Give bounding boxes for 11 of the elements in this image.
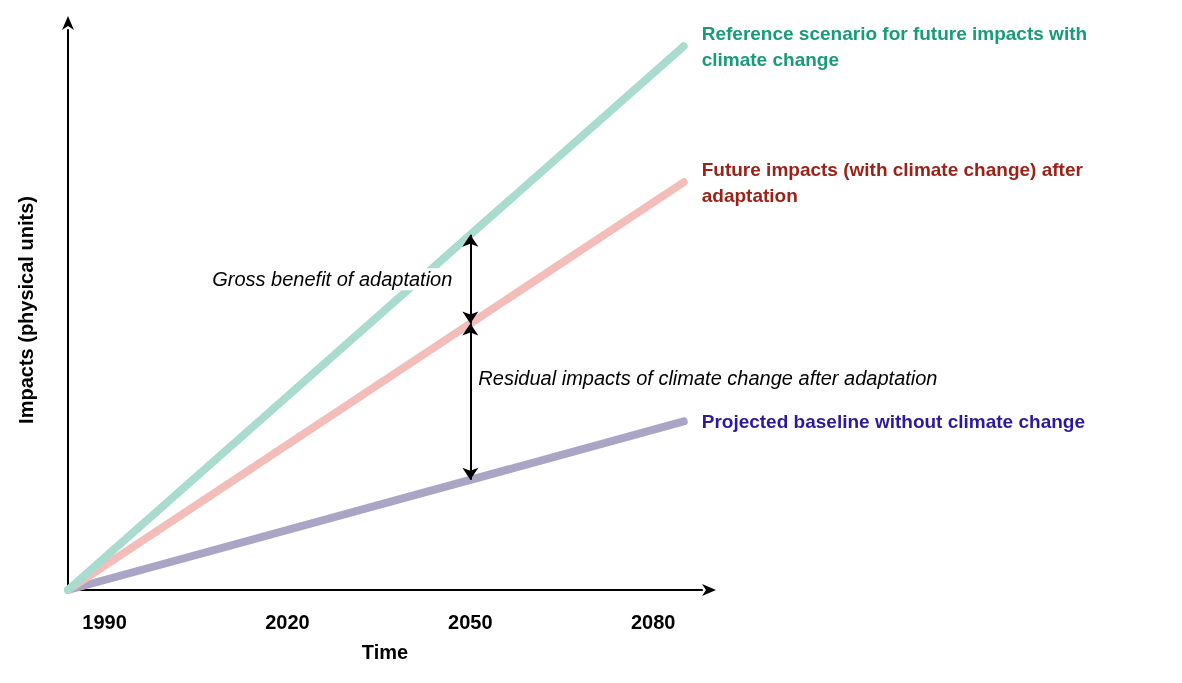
series-label: Projected baseline without climate change: [701, 410, 1085, 432]
x-tick-label: 2050: [448, 611, 493, 633]
series-label: Future impacts (with climate change) after adaptation: [701, 158, 1089, 206]
x-tick-label: 2080: [630, 611, 676, 633]
x-tick-label: 1990: [82, 611, 127, 633]
x-tick-label: 2020: [265, 611, 310, 633]
y-axis-title: Impacts (physical units): [15, 196, 37, 424]
series-label: Reference scenario for future impacts with climate change: [701, 22, 1093, 70]
annotation: Residual impacts of climate change after adaptation: [478, 366, 938, 389]
annotation: Gross benefit of adaptation: [212, 268, 453, 291]
x-axis-title: Time: [361, 641, 409, 663]
